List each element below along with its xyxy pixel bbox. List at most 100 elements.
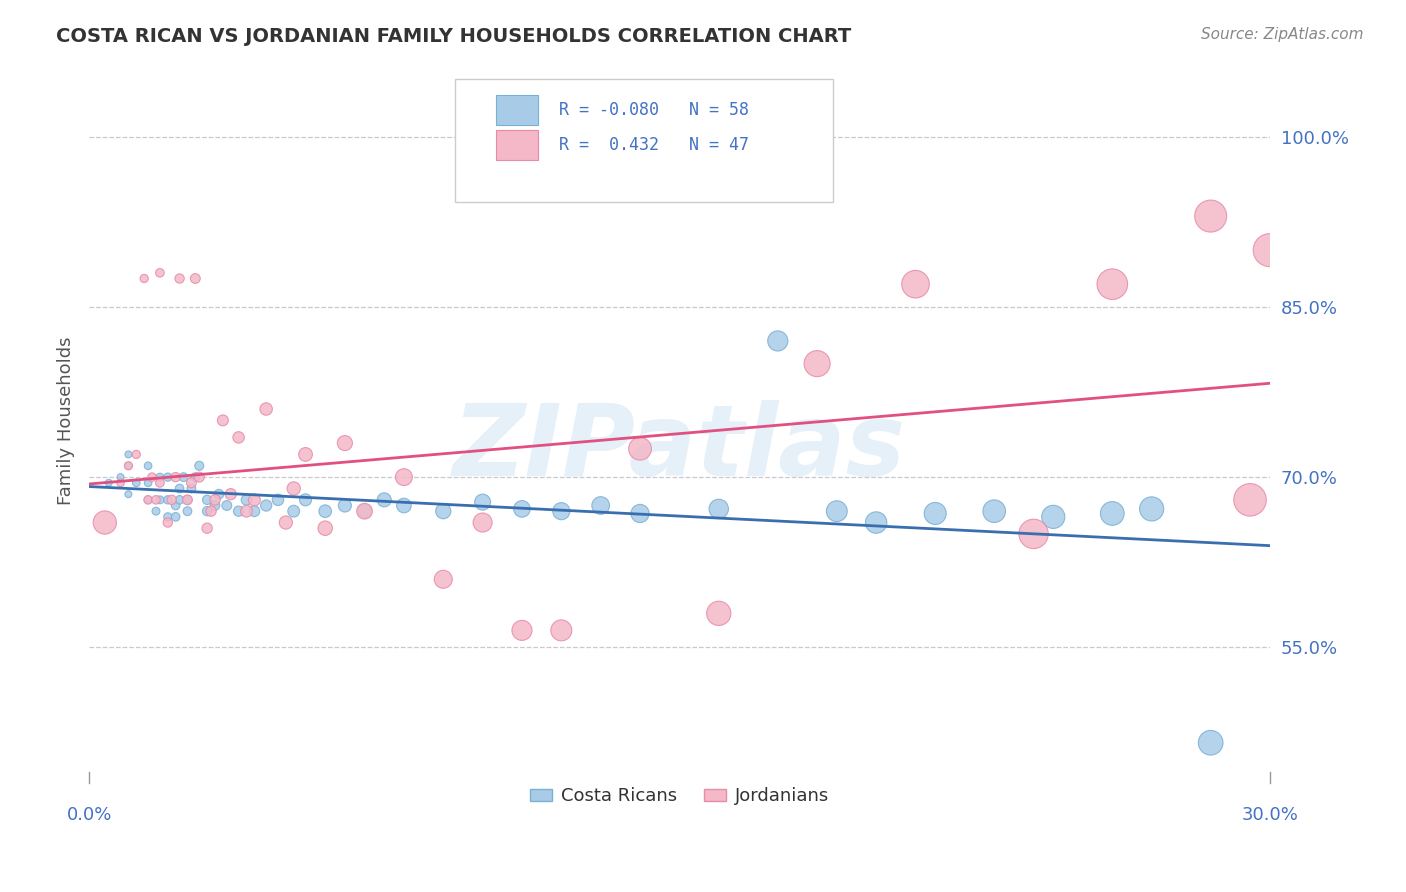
- Point: [173, 470, 195, 484]
- Point: [283, 504, 305, 518]
- Point: [243, 492, 266, 507]
- Point: [333, 499, 356, 513]
- Point: [510, 624, 533, 638]
- Point: [707, 607, 730, 621]
- Point: [136, 492, 159, 507]
- Point: [145, 504, 167, 518]
- Text: R =  0.432   N = 47: R = 0.432 N = 47: [560, 136, 749, 154]
- Point: [180, 482, 202, 496]
- Text: 0.0%: 0.0%: [66, 806, 111, 824]
- Point: [215, 499, 238, 513]
- Legend: Costa Ricans, Jordanians: Costa Ricans, Jordanians: [523, 780, 837, 813]
- Point: [156, 470, 179, 484]
- Point: [117, 458, 139, 473]
- FancyBboxPatch shape: [456, 79, 832, 202]
- Point: [136, 458, 159, 473]
- FancyBboxPatch shape: [496, 130, 537, 160]
- Text: ZIPatlas: ZIPatlas: [453, 400, 905, 497]
- Point: [432, 572, 454, 586]
- Point: [510, 502, 533, 516]
- Point: [228, 430, 250, 444]
- Point: [169, 492, 191, 507]
- Point: [254, 402, 277, 417]
- Point: [212, 413, 235, 427]
- Point: [149, 470, 172, 484]
- Point: [165, 499, 187, 513]
- Point: [1022, 527, 1045, 541]
- Point: [904, 277, 927, 292]
- Point: [228, 504, 250, 518]
- Point: [432, 504, 454, 518]
- Point: [628, 442, 651, 456]
- Point: [283, 482, 305, 496]
- Point: [117, 487, 139, 501]
- Point: [156, 509, 179, 524]
- Point: [1199, 209, 1222, 223]
- Point: [176, 492, 198, 507]
- Point: [149, 266, 172, 280]
- Point: [1140, 502, 1163, 516]
- Point: [165, 470, 187, 484]
- Point: [176, 504, 198, 518]
- Point: [274, 516, 297, 530]
- Point: [267, 492, 290, 507]
- Point: [1101, 277, 1123, 292]
- Text: COSTA RICAN VS JORDANIAN FAMILY HOUSEHOLDS CORRELATION CHART: COSTA RICAN VS JORDANIAN FAMILY HOUSEHOL…: [56, 27, 852, 45]
- Point: [806, 357, 828, 371]
- Point: [471, 516, 494, 530]
- Point: [865, 516, 887, 530]
- Point: [314, 504, 336, 518]
- Point: [235, 504, 257, 518]
- Point: [136, 475, 159, 490]
- Point: [110, 470, 132, 484]
- Point: [134, 271, 156, 285]
- Point: [176, 492, 198, 507]
- Point: [141, 470, 163, 484]
- Point: [373, 492, 395, 507]
- Point: [97, 475, 120, 490]
- Point: [294, 492, 316, 507]
- Point: [766, 334, 789, 348]
- Point: [165, 509, 187, 524]
- Point: [204, 499, 226, 513]
- Point: [983, 504, 1005, 518]
- Point: [188, 458, 211, 473]
- Point: [180, 475, 202, 490]
- Point: [254, 499, 277, 513]
- Point: [392, 499, 415, 513]
- Point: [200, 504, 222, 518]
- Point: [160, 492, 183, 507]
- FancyBboxPatch shape: [496, 95, 537, 125]
- Point: [1042, 509, 1064, 524]
- Point: [353, 504, 375, 518]
- Point: [208, 487, 231, 501]
- Point: [589, 499, 612, 513]
- Point: [117, 447, 139, 461]
- Point: [392, 470, 415, 484]
- Point: [110, 475, 132, 490]
- Point: [628, 507, 651, 521]
- Point: [1258, 243, 1281, 257]
- Point: [471, 495, 494, 509]
- Point: [169, 482, 191, 496]
- Point: [550, 624, 572, 638]
- Point: [195, 492, 218, 507]
- Point: [195, 521, 218, 535]
- Point: [169, 271, 191, 285]
- Point: [136, 492, 159, 507]
- Point: [184, 470, 207, 484]
- Point: [1239, 492, 1261, 507]
- Point: [333, 436, 356, 450]
- Point: [707, 502, 730, 516]
- Text: 30.0%: 30.0%: [1241, 806, 1298, 824]
- Point: [195, 504, 218, 518]
- Point: [314, 521, 336, 535]
- Point: [1199, 736, 1222, 750]
- Point: [1101, 507, 1123, 521]
- Point: [149, 475, 172, 490]
- Point: [294, 447, 316, 461]
- Point: [825, 504, 848, 518]
- Point: [125, 447, 148, 461]
- Point: [924, 507, 946, 521]
- Point: [353, 504, 375, 518]
